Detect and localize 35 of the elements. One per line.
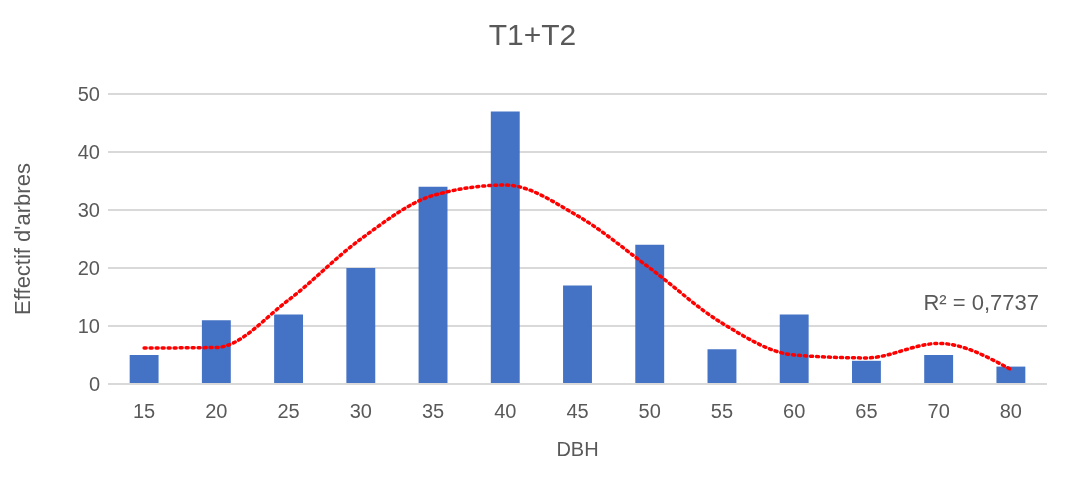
x-tick-label: 50 bbox=[638, 400, 661, 423]
bar bbox=[707, 349, 737, 384]
annotation: R² = 0,7737 bbox=[923, 290, 1039, 316]
chart-title: T1+T2 bbox=[487, 18, 578, 52]
bar bbox=[779, 314, 809, 384]
x-tick-label: 55 bbox=[710, 400, 734, 423]
bar bbox=[418, 186, 448, 384]
x-tick-label: 65 bbox=[855, 400, 878, 423]
bar bbox=[563, 285, 592, 384]
y-tick-label: 20 bbox=[77, 257, 100, 280]
bar bbox=[924, 355, 954, 384]
y-tick-label: 30 bbox=[77, 199, 100, 222]
bar bbox=[635, 244, 665, 384]
bar bbox=[490, 111, 520, 384]
bar bbox=[274, 314, 304, 384]
x-tick-label: 15 bbox=[132, 400, 156, 423]
y-tick-label: 50 bbox=[77, 83, 100, 106]
x-axis-title: DBH bbox=[556, 438, 599, 460]
x-tick-label: 30 bbox=[349, 400, 372, 423]
bar bbox=[346, 268, 376, 384]
bar bbox=[129, 355, 159, 384]
x-tick-label: 25 bbox=[277, 400, 300, 423]
y-tick-label: 10 bbox=[77, 315, 100, 338]
x-tick-label: 20 bbox=[205, 400, 228, 423]
x-tick-label: 70 bbox=[927, 400, 950, 423]
x-tick-label: 40 bbox=[494, 400, 517, 423]
x-tick-label: 60 bbox=[783, 400, 806, 423]
y-tick-label: 0 bbox=[88, 373, 100, 396]
x-tick-label: 80 bbox=[999, 400, 1023, 423]
bar bbox=[201, 320, 231, 384]
x-tick-label: 45 bbox=[566, 400, 589, 423]
x-tick-label: 35 bbox=[421, 400, 445, 423]
y-tick-label: 40 bbox=[77, 141, 100, 164]
y-axis-title: Effectif d'arbres bbox=[9, 163, 35, 315]
bar bbox=[851, 360, 881, 384]
